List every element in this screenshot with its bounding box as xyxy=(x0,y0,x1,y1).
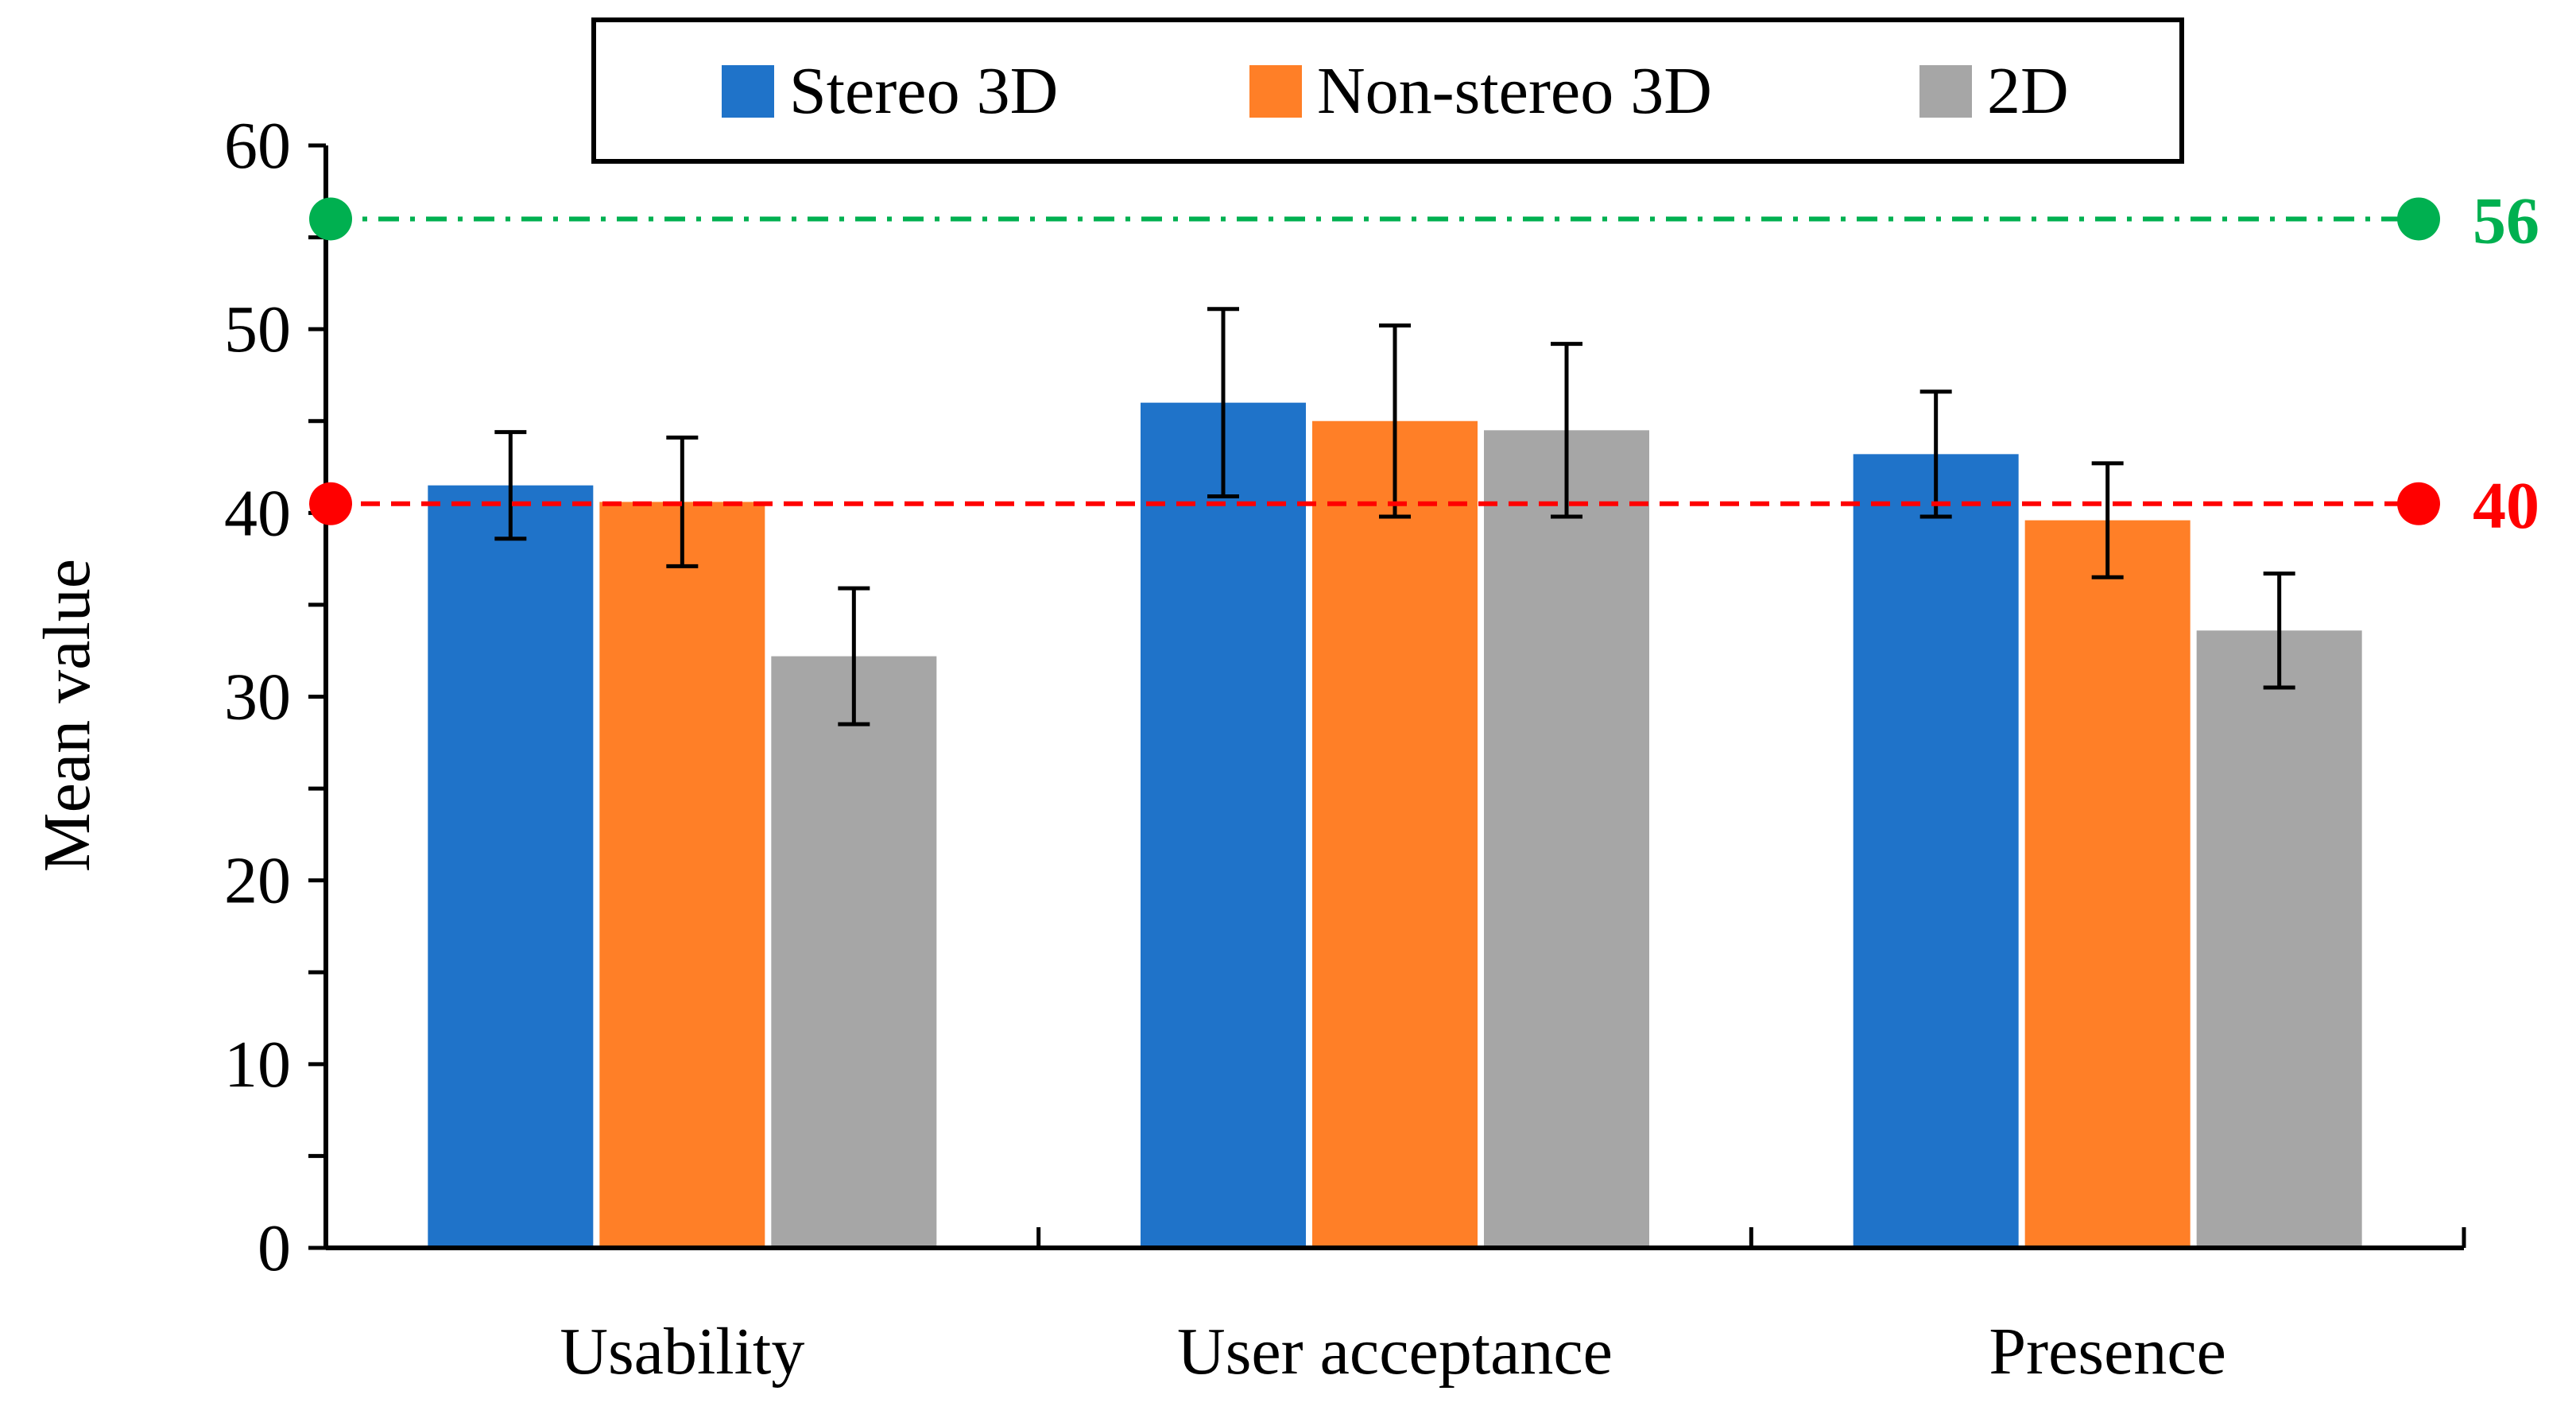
legend-label: Stereo 3D xyxy=(789,54,1058,128)
error-bar-user-acceptance-2d xyxy=(1551,342,1582,519)
error-bar-presence-2d xyxy=(2263,571,2295,690)
reference-line-56: 56 xyxy=(309,184,2539,258)
bars-layer xyxy=(428,402,2362,1249)
bar-presence-non-stereo-3d xyxy=(2024,520,2191,1248)
legend-swatch xyxy=(1919,65,1972,118)
legend: Stereo 3D Non-stereo 3D 2D xyxy=(591,17,2184,164)
y-tick-label: 20 xyxy=(224,844,291,918)
error-bar-usability-non-stereo-3d xyxy=(666,436,699,568)
error-bar-presence-non-stereo-3d xyxy=(2091,461,2124,579)
y-tick-label: 50 xyxy=(224,292,291,366)
error-bar-usability-2d xyxy=(838,586,870,726)
legend-box xyxy=(591,17,2184,164)
legend-swatch xyxy=(1249,65,1302,118)
legend-item-2d: 2D xyxy=(1919,54,2069,128)
error-bar-presence-stereo-3d xyxy=(1919,389,1952,519)
bar-user-acceptance-stereo-3d xyxy=(1141,402,1306,1249)
legend-swatch xyxy=(722,65,774,118)
x-tick-label: User acceptance xyxy=(1177,1315,1613,1389)
bar-usability-stereo-3d xyxy=(428,485,594,1248)
legend-item-stereo-3d: Stereo 3D xyxy=(722,54,1058,128)
y-tick-label: 30 xyxy=(224,661,291,734)
reference-marker-start xyxy=(309,482,352,525)
reference-lines-layer: 56 40 xyxy=(309,184,2539,543)
bar-user-acceptance-2d xyxy=(1484,430,1649,1248)
x-tick-label: Presence xyxy=(1989,1315,2226,1389)
bar-usability-non-stereo-3d xyxy=(599,502,765,1248)
bar-presence-stereo-3d xyxy=(1853,454,2019,1248)
y-tick-label: 40 xyxy=(224,476,291,550)
bar-usability-2d xyxy=(771,656,937,1248)
reference-line-40: 40 xyxy=(309,469,2539,543)
reference-marker-start xyxy=(309,197,352,241)
axes-layer: Usability User acceptance Presence 0 10 20 30 4… xyxy=(224,109,2466,1389)
error-bar-user-acceptance-non-stereo-3d xyxy=(1379,323,1411,519)
reference-marker-end xyxy=(2397,197,2440,241)
y-tick-label: 10 xyxy=(224,1028,291,1102)
y-axis-title: Mean value xyxy=(30,559,104,872)
legend-label: 2D xyxy=(1987,54,2069,128)
reference-marker-end xyxy=(2397,482,2440,525)
bar-presence-2d xyxy=(2196,630,2362,1248)
legend-label: Non-stereo 3D xyxy=(1317,54,1712,128)
x-tick-label: Usability xyxy=(560,1315,804,1389)
reference-label: 56 xyxy=(2473,184,2539,258)
reference-label: 40 xyxy=(2473,469,2539,543)
error-bar-usability-stereo-3d xyxy=(494,430,527,541)
y-tick-label: 60 xyxy=(224,109,291,183)
y-tick-label: 0 xyxy=(258,1211,291,1285)
bar-user-acceptance-non-stereo-3d xyxy=(1312,420,1478,1248)
legend-item-non-stereo-3d: Non-stereo 3D xyxy=(1249,54,1712,128)
error-bars-layer xyxy=(494,307,2295,726)
error-bar-user-acceptance-stereo-3d xyxy=(1207,307,1239,499)
